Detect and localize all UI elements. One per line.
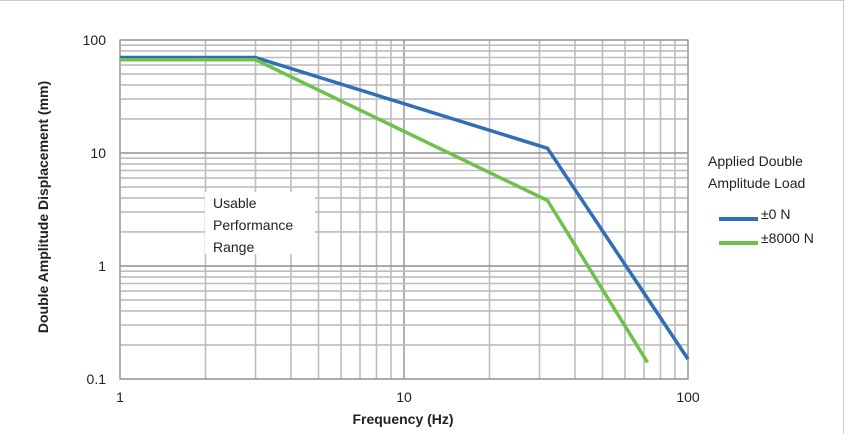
y-tick-label: 0.1	[87, 371, 107, 387]
legend-title-line-1: Applied Double	[708, 153, 803, 169]
legend-label-0: ±0 N	[761, 206, 790, 222]
legend-label-1: ±8000 N	[761, 230, 814, 246]
plot-border	[119, 39, 689, 380]
series-line-1	[120, 57, 649, 364]
tick-labels: 1 10 100 0.1 1 10 100	[83, 32, 700, 405]
annotation-line-2: Performance	[213, 217, 293, 233]
grid	[119, 39, 689, 380]
x-axis-title: Frequency (Hz)	[352, 411, 453, 427]
annotation-line-1: Usable	[213, 195, 257, 211]
y-tick-label: 1	[98, 258, 106, 274]
y-axis-title: Double Amplitude Displacement (mm)	[35, 81, 51, 333]
series-line-0	[120, 55, 690, 361]
legend-title-line-2: Amplitude Load	[708, 175, 805, 191]
y-tick-label: 10	[90, 145, 106, 161]
annotation-line-3: Range	[213, 239, 254, 255]
x-tick-label: 1	[116, 389, 124, 405]
series	[120, 55, 690, 364]
annotation-background	[205, 192, 315, 254]
x-tick-label: 10	[396, 389, 412, 405]
plot-area	[119, 39, 689, 380]
x-tick-label: 100	[676, 389, 700, 405]
legend: Applied Double Amplitude Load ±0 N ±8000…	[708, 153, 814, 246]
y-tick-label: 100	[83, 32, 107, 48]
usable-performance-range-annotation: Usable Performance Range	[205, 192, 315, 255]
